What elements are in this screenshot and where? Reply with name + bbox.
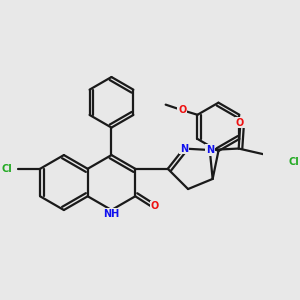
Text: O: O: [236, 118, 244, 128]
Text: Cl: Cl: [2, 164, 13, 174]
Text: N: N: [206, 145, 214, 155]
Text: N: N: [180, 144, 188, 154]
Text: Cl: Cl: [289, 157, 299, 167]
Text: O: O: [178, 105, 186, 116]
Text: NH: NH: [103, 208, 120, 219]
Text: O: O: [151, 201, 159, 212]
